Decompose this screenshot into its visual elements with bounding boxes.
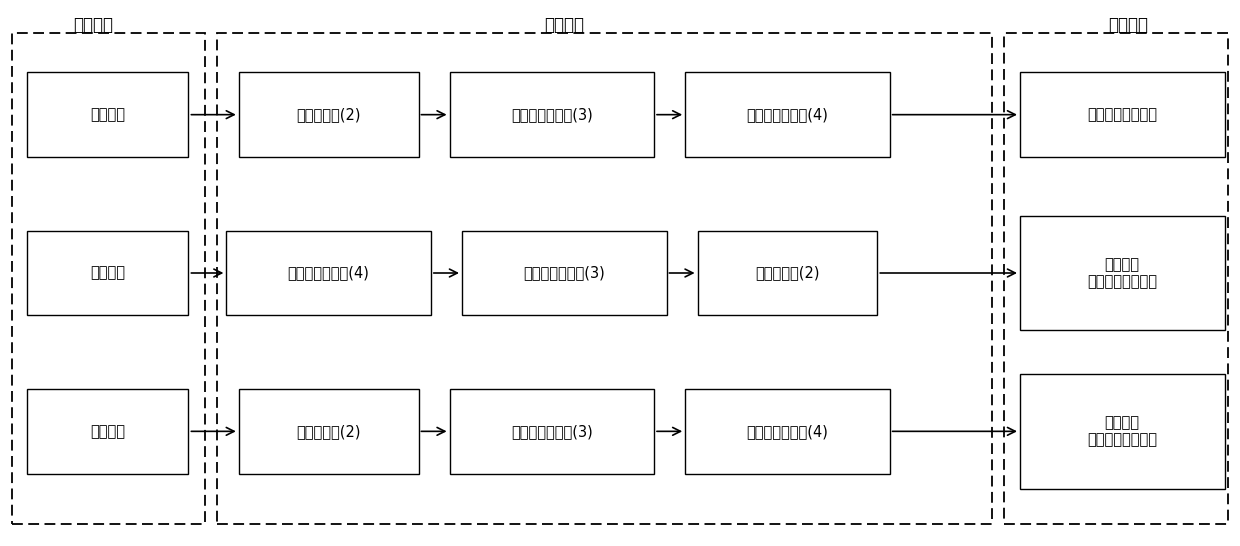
Bar (238, 389, 419, 473)
Text: 护岸稳定
削减悬浮物、氮磷: 护岸稳定 削减悬浮物、氮磷 (1087, 415, 1157, 448)
Text: 解决措施: 解决措施 (544, 16, 584, 33)
Bar (27, 72, 188, 157)
Text: 削减悬浮物、氮磷: 削减悬浮物、氮磷 (1087, 107, 1157, 122)
Bar (697, 230, 878, 316)
Text: 沉水植物净化区(4): 沉水植物净化区(4) (746, 424, 828, 439)
Bar (226, 230, 432, 316)
Bar (238, 72, 419, 157)
Bar (1019, 374, 1225, 489)
Text: 沉水植物净化区(4): 沉水植物净化区(4) (288, 265, 370, 281)
Text: 挺水植物净化区(3): 挺水植物净化区(3) (511, 424, 593, 439)
Bar (449, 72, 655, 157)
Text: 有益效果: 有益效果 (1109, 16, 1148, 33)
Bar (1019, 72, 1225, 157)
Text: 地面径流: 地面径流 (91, 107, 125, 122)
Bar (461, 230, 667, 316)
Text: 强化处理区(2): 强化处理区(2) (755, 265, 820, 281)
Text: 水位变化: 水位变化 (91, 424, 125, 439)
Text: 强化处理区(2): 强化处理区(2) (296, 424, 361, 439)
Text: 挺水植物净化区(3): 挺水植物净化区(3) (523, 265, 605, 281)
Text: 挺水植物净化区(3): 挺水植物净化区(3) (511, 107, 593, 122)
Text: 护岸稳定
削减悬浮物、氮磷: 护岸稳定 削减悬浮物、氮磷 (1087, 257, 1157, 289)
Bar (27, 230, 188, 316)
Bar (27, 389, 188, 473)
Bar (684, 72, 890, 157)
Bar (217, 33, 992, 524)
Text: 沉水植物净化区(4): 沉水植物净化区(4) (746, 107, 828, 122)
Bar (1019, 216, 1225, 330)
Text: 水流冲刷: 水流冲刷 (91, 265, 125, 281)
Bar (1004, 33, 1228, 524)
Text: 强化处理区(2): 强化处理区(2) (296, 107, 361, 122)
Bar (449, 389, 655, 473)
Text: 主要问题: 主要问题 (73, 16, 113, 33)
Bar (12, 33, 205, 524)
Bar (684, 389, 890, 473)
